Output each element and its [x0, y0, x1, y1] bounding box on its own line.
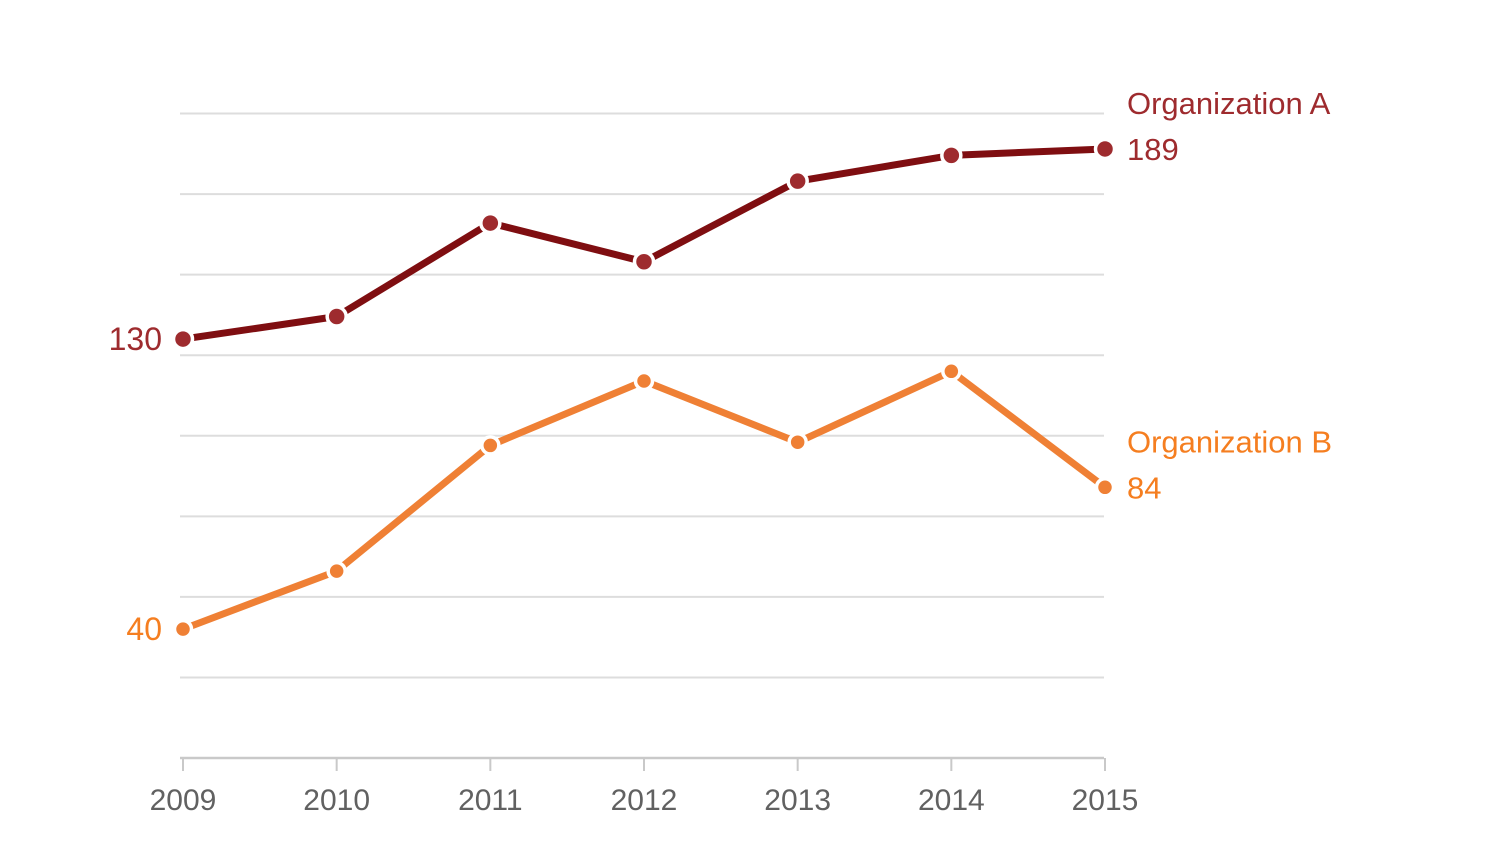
x-axis-label-2009: 2009 — [150, 784, 217, 817]
series-name-label-organization-b: Organization B — [1127, 424, 1332, 459]
marker-organization-b-2010 — [326, 560, 347, 582]
marker-organization-b-2011 — [480, 435, 501, 456]
marker-organization-b-2009 — [172, 618, 194, 640]
marker-organization-a-2011 — [479, 211, 502, 235]
marker-organization-a-2009 — [171, 327, 195, 351]
series-line-organization-b — [179, 367, 1109, 633]
marker-organization-a-2012 — [632, 250, 656, 273]
start-value-label-organization-a: 130 — [109, 321, 162, 357]
marker-organization-b-2015 — [1094, 477, 1116, 498]
end-value-label-organization-a: 189 — [1127, 132, 1179, 167]
marker-organization-b-2012 — [633, 370, 655, 392]
x-axis-label-2012: 2012 — [611, 784, 678, 817]
start-value-label-organization-b: 40 — [126, 611, 162, 647]
x-axis-label-2010: 2010 — [303, 784, 370, 817]
marker-organization-a-2010 — [325, 305, 348, 328]
marker-organization-a-2013 — [786, 169, 809, 193]
marker-organization-b-2014 — [941, 361, 962, 382]
marker-organization-a-2015 — [1093, 137, 1117, 161]
x-axis-label-2013: 2013 — [764, 784, 831, 817]
x-axis-label-2014: 2014 — [918, 784, 985, 817]
series-name-label-organization-a: Organization A — [1127, 86, 1331, 121]
end-value-label-organization-b: 84 — [1127, 470, 1161, 505]
marker-organization-a-2014 — [940, 144, 963, 167]
series-line-organization-a — [179, 145, 1109, 343]
x-axis-label-2015: 2015 — [1072, 784, 1139, 817]
marker-organization-b-2013 — [787, 431, 808, 453]
x-axis-label-2011: 2011 — [458, 784, 523, 817]
